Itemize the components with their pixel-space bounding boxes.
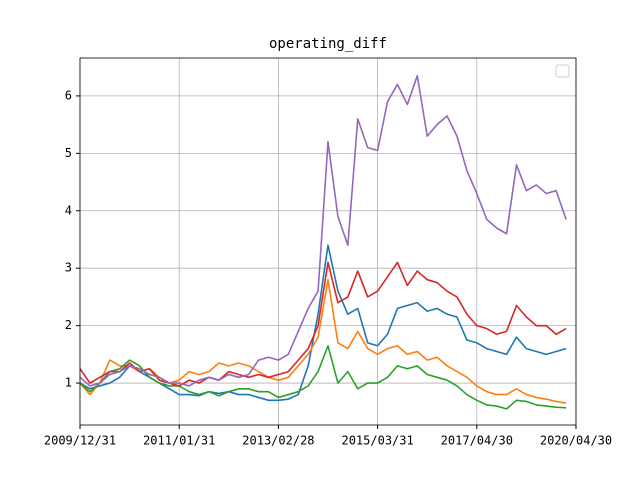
- line-series: [79, 344, 567, 410]
- chart-title: operating_diff: [269, 36, 387, 52]
- y-tick-label: 4: [65, 203, 72, 217]
- y-tick-label: 2: [65, 318, 72, 332]
- x-tick-label: 2011/01/31: [143, 434, 215, 448]
- y-tick-label: 5: [65, 146, 72, 160]
- plot-frame: [79, 57, 577, 426]
- x-tick-label: 2017/04/30: [441, 434, 513, 448]
- y-tick-label: 3: [65, 261, 72, 275]
- line-series: [79, 75, 567, 387]
- y-tick-label: 6: [65, 88, 72, 102]
- line-series: [79, 261, 567, 387]
- x-tick-label: 2015/03/31: [341, 434, 413, 448]
- x-tick-label: 2013/02/28: [242, 434, 314, 448]
- x-tick-label: 2020/04/30: [540, 434, 612, 448]
- x-tick-label: 2009/12/31: [44, 434, 116, 448]
- y-tick-label: 1: [65, 376, 72, 390]
- legend: [555, 64, 570, 78]
